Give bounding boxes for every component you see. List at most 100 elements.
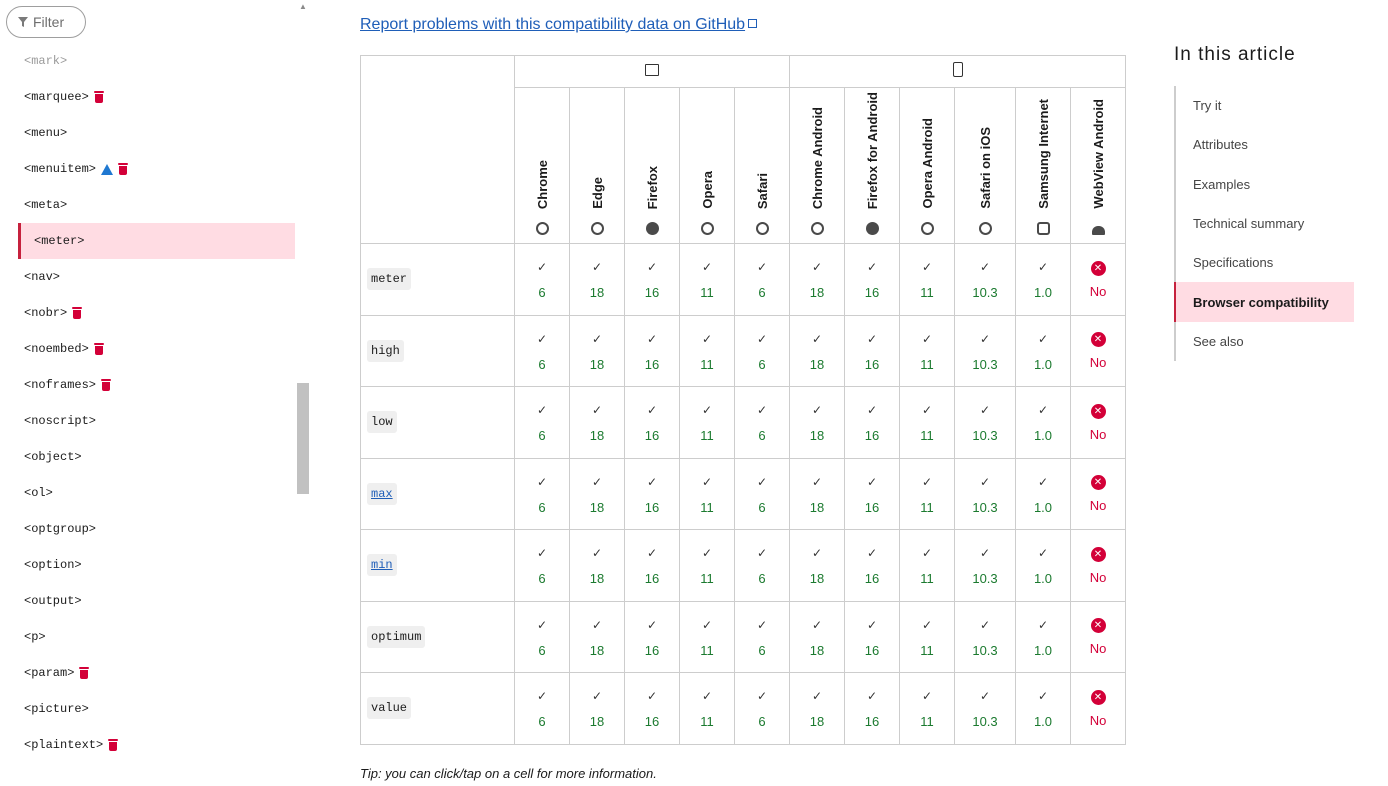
- support-cell[interactable]: ✓ 6: [514, 672, 570, 745]
- support-cell[interactable]: ✕ No: [1070, 314, 1126, 387]
- support-cell[interactable]: ✓ 10.3: [954, 386, 1016, 459]
- support-cell[interactable]: ✓ 16: [844, 314, 900, 387]
- support-cell[interactable]: ✓ 6: [514, 457, 570, 530]
- filter-button[interactable]: Filter: [6, 6, 86, 38]
- toc-link[interactable]: See also: [1193, 333, 1244, 349]
- support-cell[interactable]: ✓ 6: [734, 672, 790, 745]
- support-cell[interactable]: ✓ 18: [789, 314, 845, 387]
- sidebar-item[interactable]: <noframes>: [0, 367, 295, 403]
- sidebar-item[interactable]: <option>: [0, 547, 295, 583]
- support-cell[interactable]: ✓ 6: [734, 529, 790, 602]
- support-cell[interactable]: ✓ 6: [514, 314, 570, 387]
- support-cell[interactable]: ✓ 16: [624, 457, 680, 530]
- toc-link[interactable]: Attributes: [1193, 137, 1248, 153]
- support-cell[interactable]: ✓ 6: [734, 600, 790, 673]
- support-cell[interactable]: ✓ 16: [844, 672, 900, 745]
- support-cell[interactable]: ✕ No: [1070, 386, 1126, 459]
- support-cell[interactable]: ✓ 6: [514, 529, 570, 602]
- sidebar-item[interactable]: <noscript>: [0, 403, 295, 439]
- support-cell[interactable]: ✓ 1.0: [1015, 457, 1071, 530]
- support-cell[interactable]: ✓ 11: [899, 314, 955, 387]
- support-cell[interactable]: ✓ 10.3: [954, 243, 1016, 316]
- scrollbar-thumb[interactable]: [297, 383, 309, 494]
- support-cell[interactable]: ✓ 6: [514, 386, 570, 459]
- support-cell[interactable]: ✓ 18: [569, 600, 625, 673]
- support-cell[interactable]: ✓ 11: [679, 672, 735, 745]
- support-cell[interactable]: ✓ 10.3: [954, 314, 1016, 387]
- sidebar-item[interactable]: <param>: [0, 655, 295, 691]
- support-cell[interactable]: ✓ 11: [679, 600, 735, 673]
- sidebar-item[interactable]: <nobr>: [0, 295, 295, 331]
- toc-link[interactable]: Specifications: [1193, 255, 1274, 271]
- support-cell[interactable]: ✓ 18: [569, 386, 625, 459]
- support-cell[interactable]: ✓ 18: [789, 529, 845, 602]
- support-cell[interactable]: ✓ 1.0: [1015, 529, 1071, 602]
- support-cell[interactable]: ✓ 11: [679, 529, 735, 602]
- support-cell[interactable]: ✕ No: [1070, 672, 1126, 745]
- sidebar-item[interactable]: <ol>: [0, 475, 295, 511]
- sidebar-item[interactable]: <marquee>: [0, 79, 295, 115]
- support-cell[interactable]: ✓ 1.0: [1015, 600, 1071, 673]
- support-cell[interactable]: ✓ 18: [789, 600, 845, 673]
- scroll-up-arrow[interactable]: ▲: [299, 2, 307, 11]
- support-cell[interactable]: ✓ 18: [789, 386, 845, 459]
- support-cell[interactable]: ✓ 16: [624, 314, 680, 387]
- support-cell[interactable]: ✕ No: [1070, 243, 1126, 316]
- toc-link[interactable]: Technical summary: [1193, 216, 1305, 232]
- sidebar-item[interactable]: <meter>: [18, 223, 295, 259]
- support-cell[interactable]: ✓ 1.0: [1015, 314, 1071, 387]
- sidebar-item[interactable]: <output>: [0, 583, 295, 619]
- support-cell[interactable]: ✓ 10.3: [954, 672, 1016, 745]
- support-cell[interactable]: ✓ 18: [569, 243, 625, 316]
- support-cell[interactable]: ✓ 11: [679, 457, 735, 530]
- support-cell[interactable]: ✓ 11: [679, 386, 735, 459]
- support-cell[interactable]: ✓ 10.3: [954, 529, 1016, 602]
- support-cell[interactable]: ✓ 11: [679, 243, 735, 316]
- support-cell[interactable]: ✓ 16: [844, 243, 900, 316]
- support-cell[interactable]: ✓ 1.0: [1015, 386, 1071, 459]
- support-cell[interactable]: ✓ 6: [734, 457, 790, 530]
- support-cell[interactable]: ✓ 6: [734, 314, 790, 387]
- support-cell[interactable]: ✕ No: [1070, 600, 1126, 673]
- sidebar-item[interactable]: <plaintext>: [0, 727, 295, 763]
- sidebar-item[interactable]: <p>: [0, 619, 295, 655]
- sidebar-item[interactable]: <mark>: [0, 43, 295, 79]
- sidebar-item[interactable]: <menu>: [0, 115, 295, 151]
- support-cell[interactable]: ✓ 1.0: [1015, 672, 1071, 745]
- support-cell[interactable]: ✓ 16: [624, 529, 680, 602]
- support-cell[interactable]: ✓ 18: [569, 672, 625, 745]
- support-cell[interactable]: ✓ 18: [569, 457, 625, 530]
- support-cell[interactable]: ✓ 16: [844, 457, 900, 530]
- sidebar-item[interactable]: <object>: [0, 439, 295, 475]
- toc-link[interactable]: Browser compatibility: [1174, 282, 1354, 322]
- support-cell[interactable]: ✕ No: [1070, 457, 1126, 530]
- support-cell[interactable]: ✓ 11: [899, 457, 955, 530]
- sidebar-item[interactable]: <picture>: [0, 691, 295, 727]
- sidebar-item[interactable]: <menuitem>: [0, 151, 295, 187]
- feature-name[interactable]: min: [367, 554, 397, 577]
- sidebar-item[interactable]: <optgroup>: [0, 511, 295, 547]
- support-cell[interactable]: ✓ 11: [899, 672, 955, 745]
- support-cell[interactable]: ✓ 18: [789, 243, 845, 316]
- support-cell[interactable]: ✓ 16: [624, 243, 680, 316]
- sidebar-item[interactable]: <nav>: [0, 259, 295, 295]
- support-cell[interactable]: ✕ No: [1070, 529, 1126, 602]
- sidebar-item[interactable]: <meta>: [0, 187, 295, 223]
- sidebar-item[interactable]: <noembed>: [0, 331, 295, 367]
- support-cell[interactable]: ✓ 6: [514, 600, 570, 673]
- toc-link[interactable]: Try it: [1193, 98, 1222, 114]
- support-cell[interactable]: ✓ 6: [514, 243, 570, 316]
- support-cell[interactable]: ✓ 16: [844, 600, 900, 673]
- support-cell[interactable]: ✓ 16: [624, 386, 680, 459]
- support-cell[interactable]: ✓ 16: [624, 672, 680, 745]
- support-cell[interactable]: ✓ 11: [899, 386, 955, 459]
- support-cell[interactable]: ✓ 16: [844, 529, 900, 602]
- support-cell[interactable]: ✓ 18: [789, 457, 845, 530]
- support-cell[interactable]: ✓ 18: [569, 529, 625, 602]
- support-cell[interactable]: ✓ 11: [899, 243, 955, 316]
- support-cell[interactable]: ✓ 11: [899, 529, 955, 602]
- support-cell[interactable]: ✓ 1.0: [1015, 243, 1071, 316]
- support-cell[interactable]: ✓ 10.3: [954, 600, 1016, 673]
- support-cell[interactable]: ✓ 6: [734, 243, 790, 316]
- report-problems-link[interactable]: Report problems with this compatibility …: [360, 16, 758, 34]
